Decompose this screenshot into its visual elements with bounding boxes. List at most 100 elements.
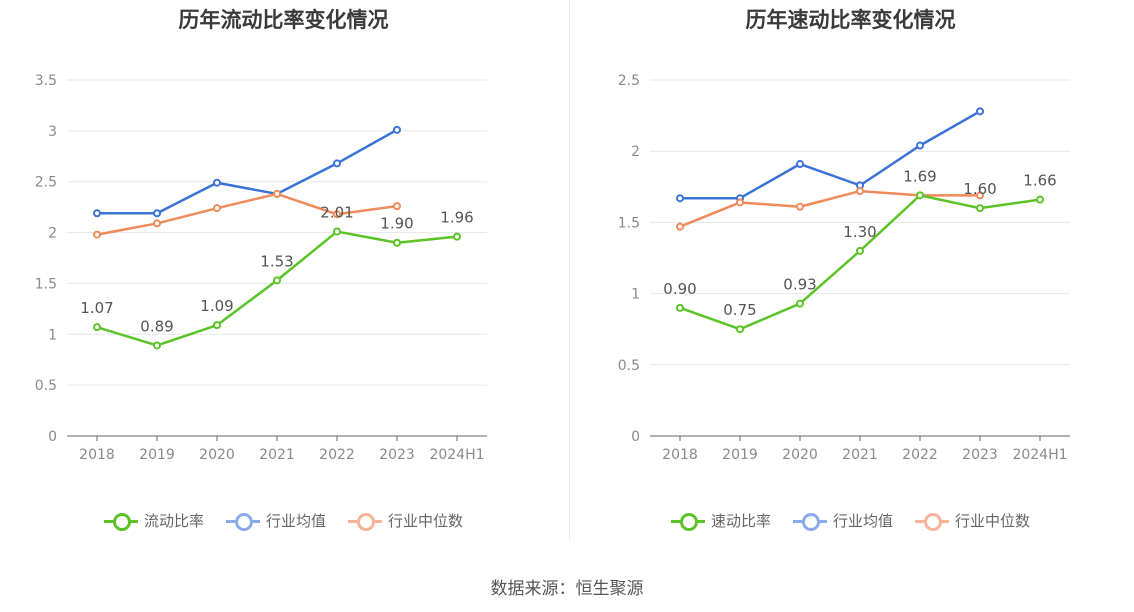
y-tick-label: 2 [48, 226, 57, 242]
y-tick-label: 3 [48, 124, 57, 140]
chart-title: 历年速动比率变化情况 [745, 8, 956, 32]
industry-median-series-point [93, 230, 101, 239]
circle-line-icon [103, 512, 138, 531]
legend-label: 行业中位数 [955, 512, 1031, 530]
company-series-point [736, 325, 744, 334]
legend-item-avg[interactable]: 行业均值 [225, 510, 326, 531]
legend-item-avg[interactable]: 行业均值 [792, 510, 893, 531]
y-tick-label: 1.5 [618, 215, 640, 231]
company-series-point [916, 191, 924, 200]
circle-line-icon [792, 512, 827, 531]
industry-median-series-point [736, 198, 744, 207]
x-tick-label: 2024H1 [1012, 447, 1067, 463]
chart-title: 历年流动比率变化情况 [178, 8, 389, 32]
industry-avg-series-point [676, 194, 684, 203]
y-tick-label: 1 [48, 327, 57, 343]
x-tick-label: 2018 [662, 447, 698, 463]
company-series-point [976, 204, 984, 213]
circle-line-icon [225, 512, 260, 531]
industry-avg-series-point [916, 141, 924, 150]
industry-avg-series-point [976, 107, 984, 116]
x-tick-label: 2020 [782, 447, 818, 463]
data-label: 1.96 [440, 209, 473, 227]
y-tick-label: 0 [48, 429, 57, 445]
company-series-point [213, 321, 221, 330]
company-series-point [273, 276, 281, 285]
quick-ratio-chart: 0 0.5 1 1.5 2 2.5 2018 2019 2020 2021 2022 2023 2024… [618, 73, 1070, 463]
legend-item-median[interactable]: 行业中位数 [915, 510, 1030, 531]
y-tick-label: 3.5 [35, 73, 57, 89]
y-tick-label: 2 [631, 144, 640, 160]
circle-line-icon [915, 512, 949, 531]
y-tick-label: 1.5 [35, 276, 57, 292]
legend-item-median[interactable]: 行业中位数 [348, 510, 463, 531]
y-tick-label: 2.5 [618, 73, 640, 89]
industry-avg-series-line [97, 128, 398, 215]
x-tick-label: 2020 [199, 447, 235, 463]
data-label: 1.60 [963, 180, 996, 198]
industry-avg-series-point [153, 209, 161, 218]
data-label: 1.69 [903, 167, 936, 185]
y-tick-label: 0.5 [618, 358, 640, 374]
legend-item-company[interactable]: 流动比率 [103, 510, 204, 531]
x-tick-label: 2018 [79, 447, 115, 463]
data-label: 2.01 [320, 204, 353, 222]
data-label: 0.89 [140, 317, 173, 335]
data-label: 1.90 [380, 215, 413, 233]
company-series-point [453, 232, 461, 241]
x-tick-label: 2022 [902, 447, 938, 463]
x-tick-label: 2022 [319, 447, 355, 463]
legend: 速动比率 行业均值 行业中位数 [567, 510, 1134, 531]
industry-avg-series-point [93, 209, 101, 218]
x-tick-label: 2019 [722, 447, 758, 463]
circle-line-icon [348, 512, 382, 531]
company-series-point [333, 227, 341, 236]
y-tick-label: 1 [631, 287, 640, 303]
industry-avg-series-line [680, 110, 981, 200]
current-ratio-chart: 0 0.5 1 1.5 2 2.5 3 3.5 2018 2019 2020 2021 2022 2023… [35, 73, 487, 463]
industry-avg-series-point [393, 125, 401, 134]
industry-avg-series-point [213, 178, 221, 187]
x-tick-label: 2021 [842, 447, 878, 463]
industry-median-series-point [273, 189, 281, 198]
industry-median-series-point [213, 204, 221, 213]
legend-label: 行业均值 [265, 512, 326, 530]
data-label: 1.09 [200, 297, 233, 315]
y-tick-label: 0 [631, 429, 640, 445]
data-label: 0.93 [783, 276, 816, 294]
legend-label: 速动比率 [710, 512, 771, 530]
legend-label: 行业中位数 [388, 512, 464, 530]
data-label: 1.30 [843, 223, 876, 241]
data-label: 1.66 [1023, 172, 1056, 190]
quick-ratio-panel: 历年速动比率变化情况 0 0.5 1 1.5 2 2.5 2018 2019 2020 2021 2… [567, 0, 1134, 560]
current-ratio-panel: 历年流动比率变化情况 0 0.5 1 1.5 2 2.5 3 3.5 2018 2019 2020 2… [0, 0, 567, 560]
company-series-point [1036, 195, 1044, 204]
industry-median-series-line [679, 189, 980, 228]
industry-avg-series-point [333, 159, 341, 168]
legend-item-company[interactable]: 速动比率 [670, 510, 771, 531]
company-series-point [93, 323, 101, 332]
y-tick-label: 2.5 [35, 175, 57, 191]
industry-median-series-line [96, 192, 398, 236]
x-tick-label: 2019 [139, 447, 175, 463]
industry-median-series-point [333, 210, 341, 219]
data-label: 0.90 [663, 280, 696, 298]
company-series-point [153, 341, 161, 350]
industry-avg-series-point [796, 160, 804, 169]
x-tick-label: 2023 [962, 447, 998, 463]
industry-median-series-point [796, 202, 804, 211]
industry-median-series-point [153, 219, 161, 228]
company-series-point [856, 246, 864, 255]
company-series-point [676, 303, 684, 312]
circle-line-icon [670, 512, 705, 531]
legend: 流动比率 行业均值 行业中位数 [0, 510, 567, 531]
company-series-point [796, 299, 804, 308]
legend-label: 行业均值 [832, 512, 893, 530]
legend-label: 流动比率 [143, 512, 204, 530]
x-tick-label: 2023 [379, 447, 415, 463]
y-tick-label: 0.5 [35, 378, 57, 394]
industry-median-series-point [393, 202, 401, 211]
panel-divider [569, 0, 570, 540]
data-label: 0.75 [723, 301, 756, 319]
x-tick-label: 2024H1 [429, 447, 484, 463]
